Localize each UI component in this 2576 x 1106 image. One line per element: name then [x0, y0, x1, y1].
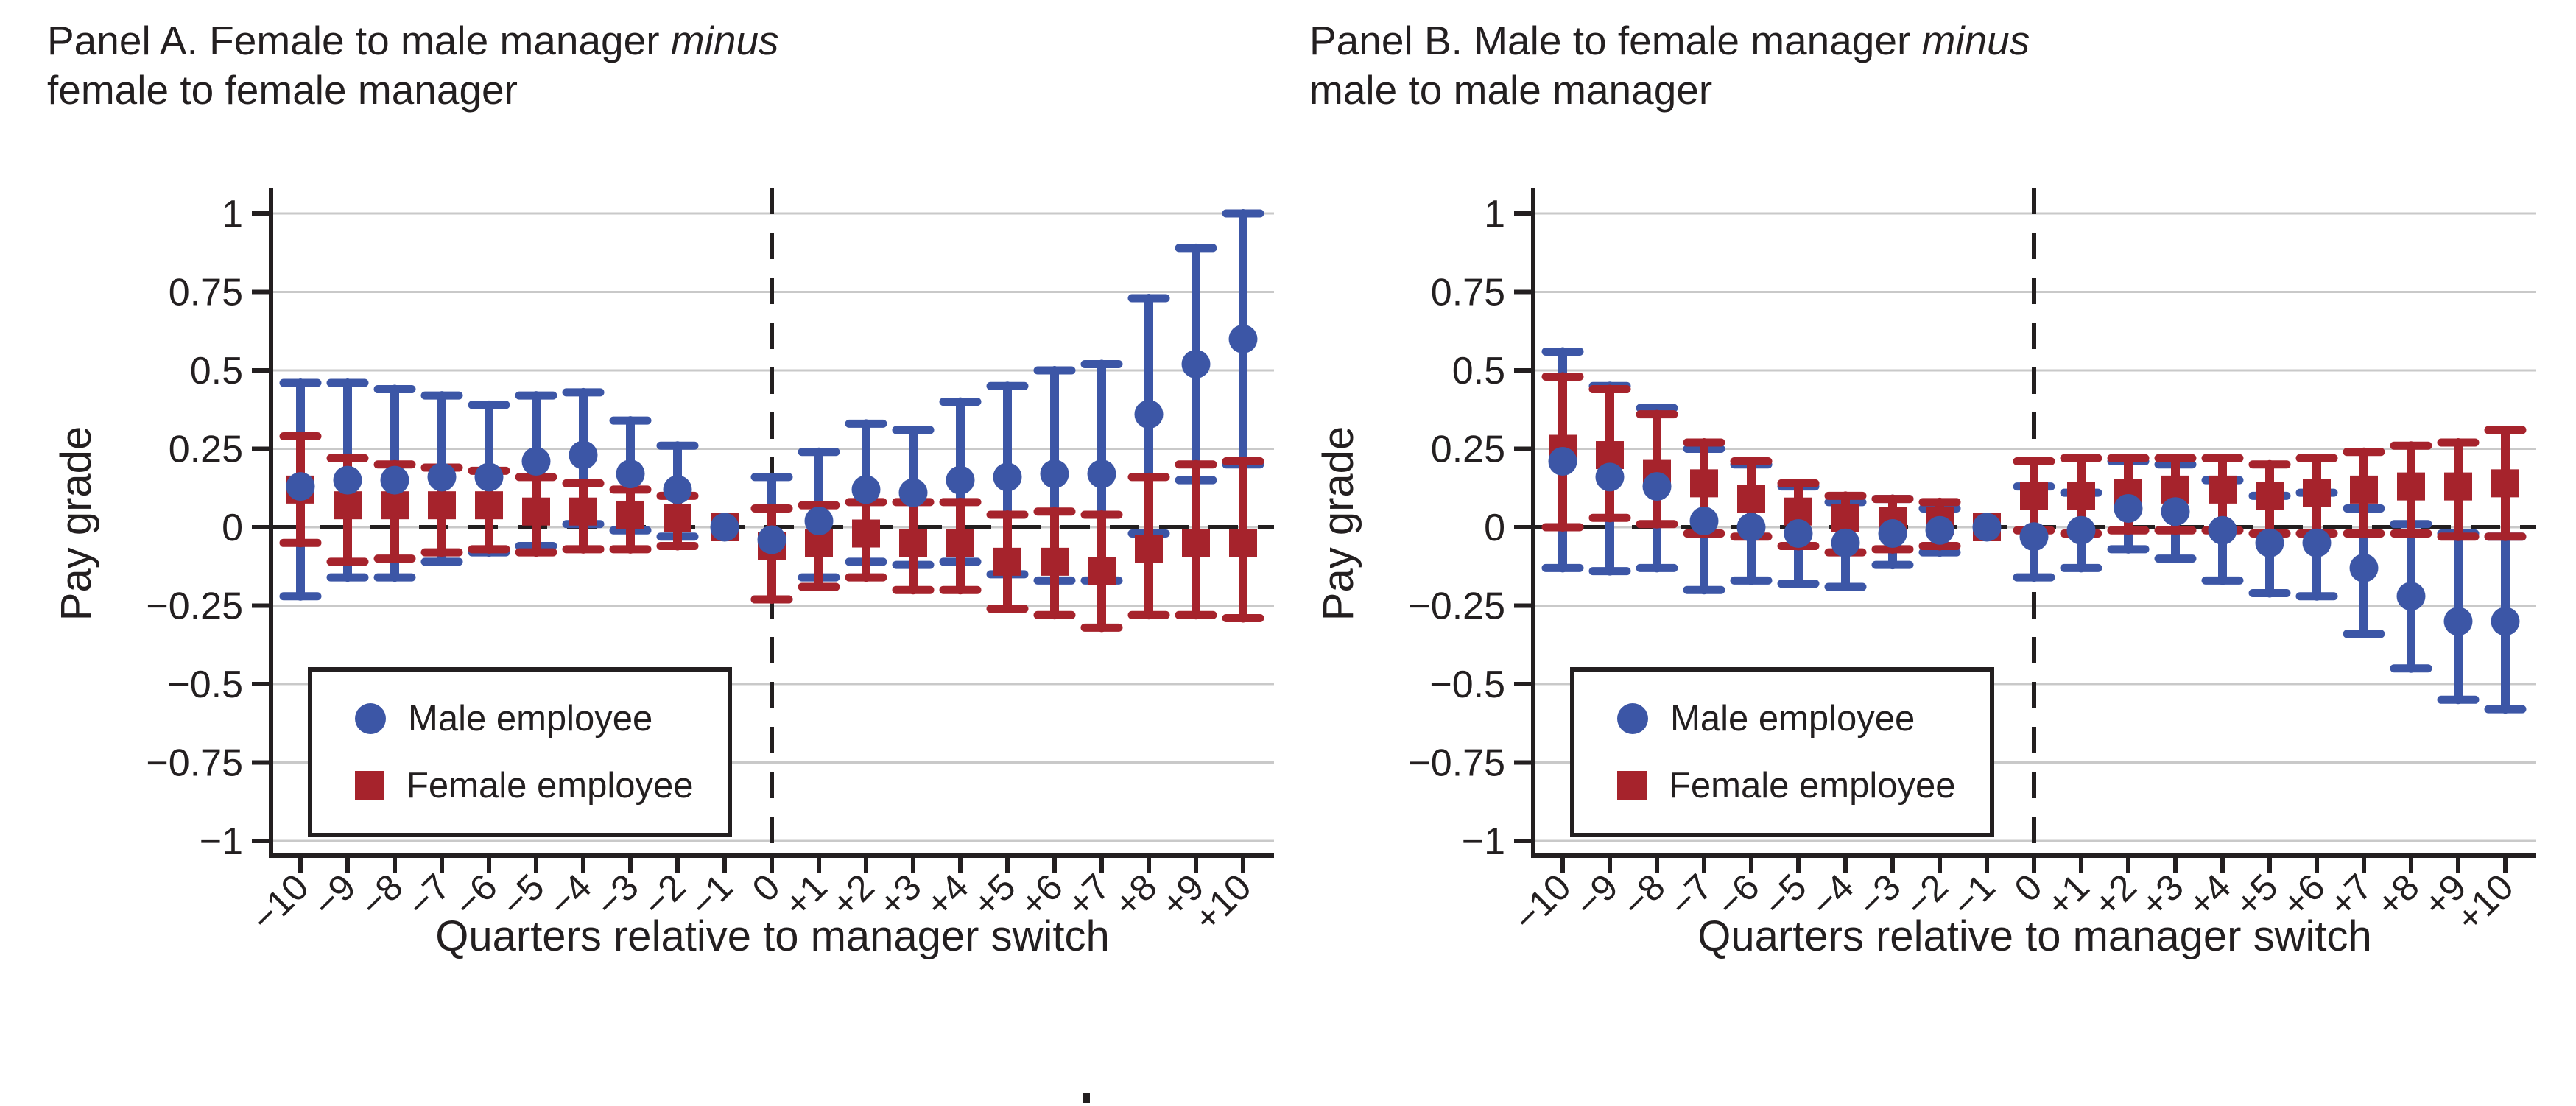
legend-row-female: Female employee — [355, 765, 728, 806]
y-tick-label: 1 — [1484, 193, 1505, 236]
panel-b-title-text: Panel B. Male to female manager — [1309, 18, 1922, 63]
y-tick-label: −0.5 — [1429, 663, 1505, 706]
male-employee-marker-icon — [1617, 702, 1648, 734]
male-circle-markers — [286, 324, 1258, 554]
panel-b-title: Panel B. Male to female manager minus mal… — [1309, 16, 2414, 115]
panel-a-title-text: Panel A. Female to male manager — [47, 18, 671, 63]
y-tick-label: −1 — [200, 820, 243, 863]
male-circle-markers — [1548, 447, 2520, 636]
legend-row-male: Male employee — [355, 698, 728, 739]
x-tick-label: 0 — [2007, 866, 2050, 909]
legend-row-female: Female employee — [1617, 765, 1990, 806]
panel-b-x-axis-title: Quarters relative to manager switch — [1697, 912, 2372, 960]
panel-b-legend: Male employee Female employee — [1570, 667, 1994, 837]
x-tick-label: 0 — [745, 866, 788, 909]
panel-b-title-line2: male to male manager — [1309, 67, 1713, 113]
y-tick-label: −0.25 — [1408, 585, 1505, 628]
legend-row-male: Male employee — [1617, 698, 1990, 739]
legend-label-male: Male employee — [408, 698, 653, 739]
panel-a-plot: 10.750.50.250−0.25−0.5−0.75−1−10−9−8−7−6… — [146, 188, 1274, 940]
y-tick-label: 0.75 — [169, 272, 243, 314]
female-employee-marker-icon — [355, 771, 384, 801]
panel-a-title-line2: female to female manager — [47, 67, 518, 113]
y-tick-label: 0.5 — [190, 350, 243, 392]
panel-a-title-italic: minus — [670, 18, 779, 63]
y-tick-label: −0.5 — [167, 663, 243, 706]
panel-a-title: Panel A. Female to male manager minus fem… — [47, 16, 1152, 115]
legend-label-male: Male employee — [1670, 698, 1915, 739]
y-tick-label: 0.75 — [1431, 272, 1505, 314]
panel-a: Panel A. Female to male manager minus fem… — [47, 16, 1274, 960]
legend-label-female: Female employee — [407, 766, 694, 806]
y-tick-label: −0.75 — [146, 742, 243, 785]
y-tick-label: 0.25 — [1431, 429, 1505, 471]
y-tick-label: 0.5 — [1452, 350, 1505, 392]
y-tick-label: 0.25 — [169, 429, 243, 471]
female-employee-marker-icon — [1617, 771, 1647, 801]
panel-a-legend: Male employee Female employee — [308, 667, 732, 837]
stray-mark — [1083, 1093, 1090, 1103]
y-tick-label: 0 — [1484, 507, 1505, 549]
female-square-markers — [286, 475, 1257, 585]
legend-label-female: Female employee — [1669, 766, 1956, 806]
panel-b-plot: 10.750.50.250−0.25−0.5−0.75−1−10−9−8−7−6… — [1408, 188, 2536, 940]
y-tick-label: −0.25 — [146, 585, 243, 628]
panel-b: Panel B. Male to female manager minus mal… — [1262, 0, 2564, 1106]
y-tick-label: 1 — [222, 193, 243, 236]
y-tick-label: −0.75 — [1408, 742, 1505, 785]
panel-a-x-axis-title: Quarters relative to manager switch — [435, 912, 1110, 960]
y-tick-label: −1 — [1462, 820, 1505, 863]
panel-b-title-italic: minus — [1921, 18, 2030, 63]
male-employee-marker-icon — [355, 702, 386, 734]
y-tick-label: 0 — [222, 507, 243, 549]
